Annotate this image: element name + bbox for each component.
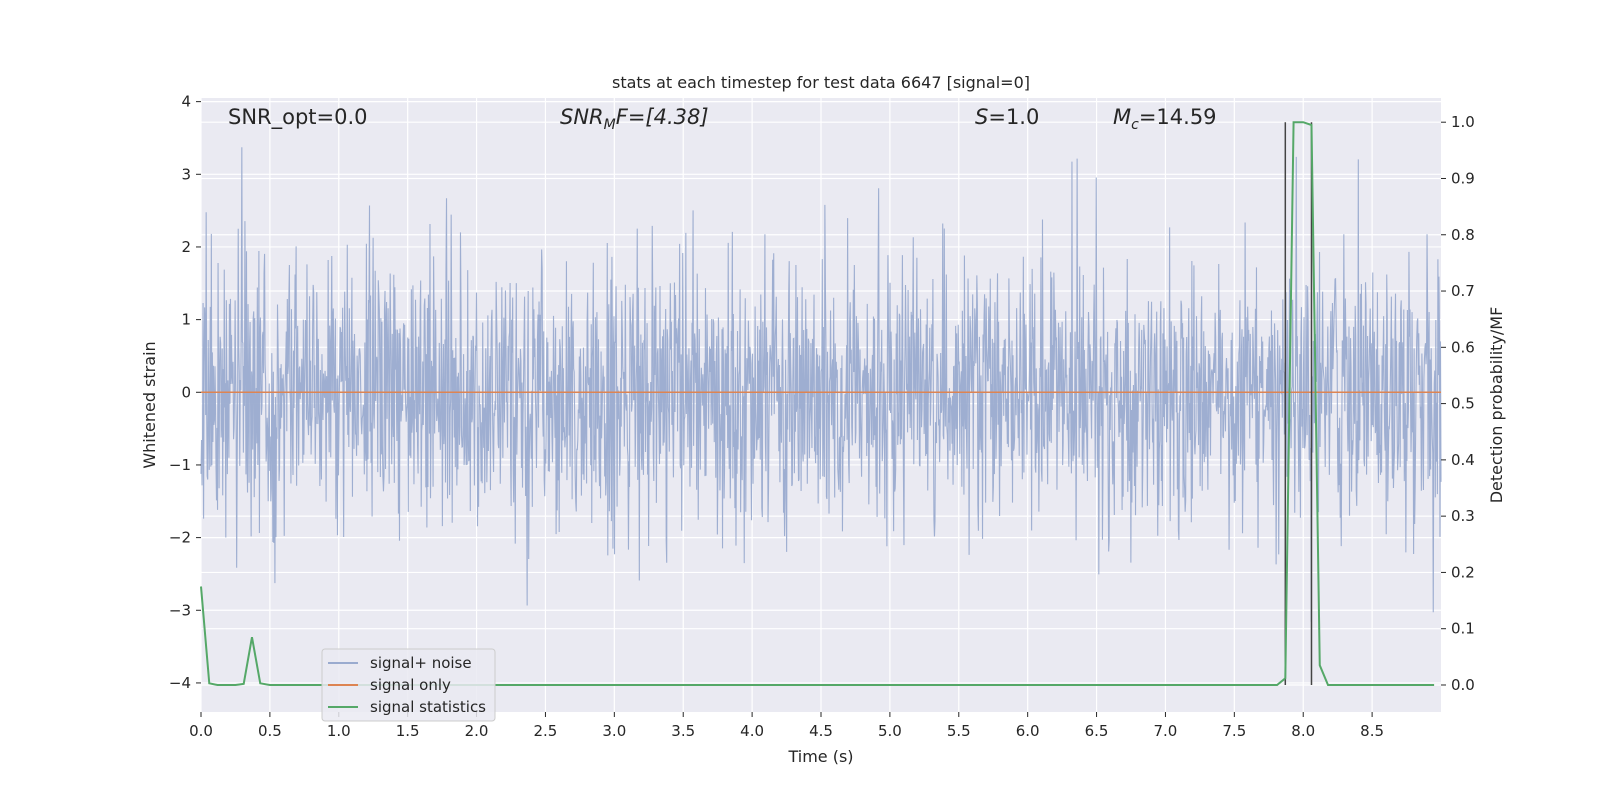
- y-tick-label: 4: [181, 93, 191, 111]
- chart-title: stats at each timestep for test data 664…: [612, 73, 1030, 92]
- signal-noise-line: [200, 147, 1442, 622]
- y-tick-label: 2: [181, 238, 191, 256]
- x-tick-label: 7.0: [1154, 722, 1178, 740]
- x-tick-label: 4.0: [740, 722, 764, 740]
- x-tick-label: 5.0: [878, 722, 902, 740]
- signal-statistics-line: [200, 121, 1435, 686]
- y-right-axis-label: Detection probability/MF: [1487, 307, 1506, 504]
- y-right-tick-label: 1.0: [1451, 113, 1475, 131]
- y-tick-label: −4: [169, 674, 191, 692]
- y-right-tick-label: 0.3: [1451, 507, 1475, 525]
- y-tick-label: 3: [181, 165, 191, 183]
- legend: signal+ noise signal only signal statist…: [321, 648, 496, 722]
- y-right-tick-label: 0.1: [1451, 620, 1475, 638]
- x-tick-label: 3.5: [671, 722, 695, 740]
- x-tick-label: 4.5: [809, 722, 833, 740]
- x-tick-label: 2.0: [465, 722, 489, 740]
- y-tick-label: 1: [181, 311, 191, 329]
- signal-noise-series: [200, 147, 1442, 622]
- y-tick-label: 0: [181, 383, 191, 401]
- y-tick-label: −3: [169, 601, 191, 619]
- y-right-tick-label: 0.4: [1451, 451, 1475, 469]
- annotation-snr-mf: SNRMF=[4.38]: [560, 105, 709, 133]
- overlay-series: [200, 121, 1441, 686]
- annotation-mc: Mc=14.59: [1113, 105, 1217, 133]
- legend-box: [321, 648, 496, 722]
- y-axis-label: Whitened strain: [140, 341, 159, 468]
- x-tick-label: 8.0: [1291, 722, 1315, 740]
- x-tick-label: 2.5: [534, 722, 558, 740]
- y-right-tick-label: 0.7: [1451, 282, 1475, 300]
- legend-label-signal-statistics: signal statistics: [370, 698, 486, 716]
- x-tick-label: 1.5: [396, 722, 420, 740]
- x-tick-label: 0.5: [258, 722, 282, 740]
- annotation-snr-opt: SNR_opt=0.0: [228, 105, 368, 130]
- x-tick-label: 6.5: [1085, 722, 1109, 740]
- x-tick-label: 0.0: [189, 722, 213, 740]
- legend-label-signal-noise: signal+ noise: [370, 654, 472, 672]
- legend-label-signal-only: signal only: [370, 676, 451, 694]
- x-tick-label: 5.5: [947, 722, 971, 740]
- x-axis-label: Time (s): [787, 747, 853, 766]
- y-right-tick-label: 0.0: [1451, 676, 1475, 694]
- y-tick-label: −1: [169, 456, 191, 474]
- x-tick-label: 7.5: [1222, 722, 1246, 740]
- x-tick-label: 1.0: [327, 722, 351, 740]
- y-right-tick-label: 0.6: [1451, 338, 1475, 356]
- x-tick-label: 3.0: [602, 722, 626, 740]
- annotation-s: S=1.0: [975, 105, 1039, 129]
- y-right-tick-label: 0.8: [1451, 226, 1475, 244]
- y-tick-label: −2: [169, 529, 191, 547]
- x-tick-label: 6.0: [1016, 722, 1040, 740]
- y-right-tick-label: 0.5: [1451, 395, 1475, 413]
- y-right-tick-label: 0.2: [1451, 563, 1475, 581]
- ticks: 0.0 0.5 1.0 1.5 2.0 2.5 3.0 3.5 4.0 4.5 5.0 5.5 6.0 6…: [169, 93, 1475, 740]
- y-right-tick-label: 0.9: [1451, 169, 1475, 187]
- x-tick-label: 8.5: [1360, 722, 1384, 740]
